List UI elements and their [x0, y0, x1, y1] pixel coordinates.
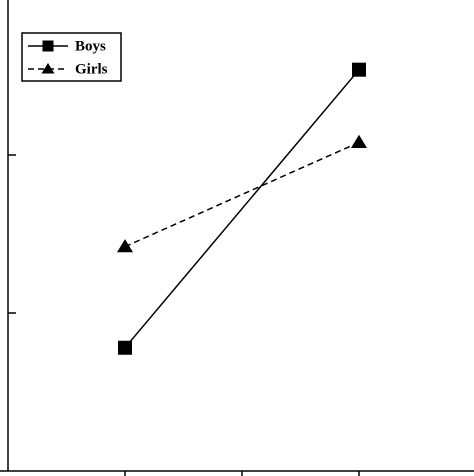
marker [352, 62, 366, 77]
legend: Boys Girls [21, 32, 122, 82]
marker [351, 134, 367, 149]
marker [117, 239, 133, 253]
legend-label: Boys [75, 38, 106, 54]
legend-marker [41, 63, 55, 74]
legend-marker [42, 40, 54, 52]
marker [118, 340, 132, 355]
legend-box [21, 32, 122, 82]
legend-label: Girls [75, 61, 108, 77]
series-line [124, 69, 360, 349]
series-line [124, 141, 360, 248]
